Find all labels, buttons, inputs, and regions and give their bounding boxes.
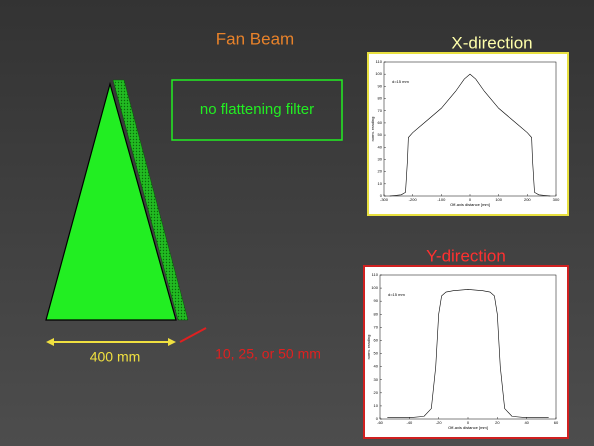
y-tick-label: 80: [378, 96, 383, 101]
y-tick-label: 110: [372, 272, 379, 277]
chart-title: Y-direction: [426, 246, 506, 265]
y-tick-label: 60: [374, 338, 379, 343]
x-tick-label: -40: [406, 420, 413, 425]
y-tick-label: 50: [374, 351, 379, 356]
y-tick-label: 30: [378, 157, 383, 162]
y-tick-label: 50: [378, 132, 383, 137]
slide: Fan Beam no flattening filter 400 mm 10,…: [0, 0, 594, 446]
x-tick-label: 200: [524, 197, 531, 202]
y-tick-label: 70: [378, 108, 383, 113]
x-axis-label: Off-axis distance [mm]: [450, 202, 490, 207]
x-tick-label: -200: [409, 197, 418, 202]
chart-title: X-direction: [451, 33, 532, 52]
x-tick-label: 300: [553, 197, 560, 202]
x-tick-label: 100: [495, 197, 502, 202]
y-tick-label: 30: [374, 377, 379, 382]
y-axis-label: norm. reading: [366, 335, 371, 360]
y-tick-label: 20: [378, 169, 383, 174]
x-tick-label: 60: [554, 420, 559, 425]
y-tick-label: 70: [374, 324, 379, 329]
x-tick-label: -20: [436, 420, 443, 425]
y-tick-label: 10: [378, 181, 383, 186]
y-tick-label: 80: [374, 311, 379, 316]
y-tick-label: 40: [378, 144, 383, 149]
y-tick-label: 110: [376, 59, 383, 64]
y-tick-label: 100: [371, 285, 378, 290]
slide-title: Fan Beam: [216, 29, 294, 48]
x-axis-label: Off-axis distance [mm]: [448, 425, 488, 430]
y-tick-label: 100: [375, 71, 382, 76]
y-tick-label: 90: [378, 83, 383, 88]
note-text: no flattening filter: [200, 101, 314, 118]
y-tick-label: 20: [374, 390, 379, 395]
y-tick-label: 90: [374, 298, 379, 303]
y-tick-label: 60: [378, 120, 383, 125]
annotation: d=15 mm: [388, 292, 405, 297]
x-tick-label: -60: [377, 420, 384, 425]
y-tick-label: 40: [374, 364, 379, 369]
width-label: 400 mm: [90, 349, 141, 365]
annotation: d=15 mm: [392, 79, 409, 84]
x-tick-label: 20: [495, 420, 500, 425]
y-axis-label: norm. reading: [370, 117, 375, 142]
y-tick-label: 10: [374, 403, 379, 408]
x-tick-label: 40: [524, 420, 529, 425]
chart-frame: [368, 53, 568, 215]
x-tick-label: -100: [437, 197, 446, 202]
thickness-label: 10, 25, or 50 mm: [215, 346, 321, 362]
